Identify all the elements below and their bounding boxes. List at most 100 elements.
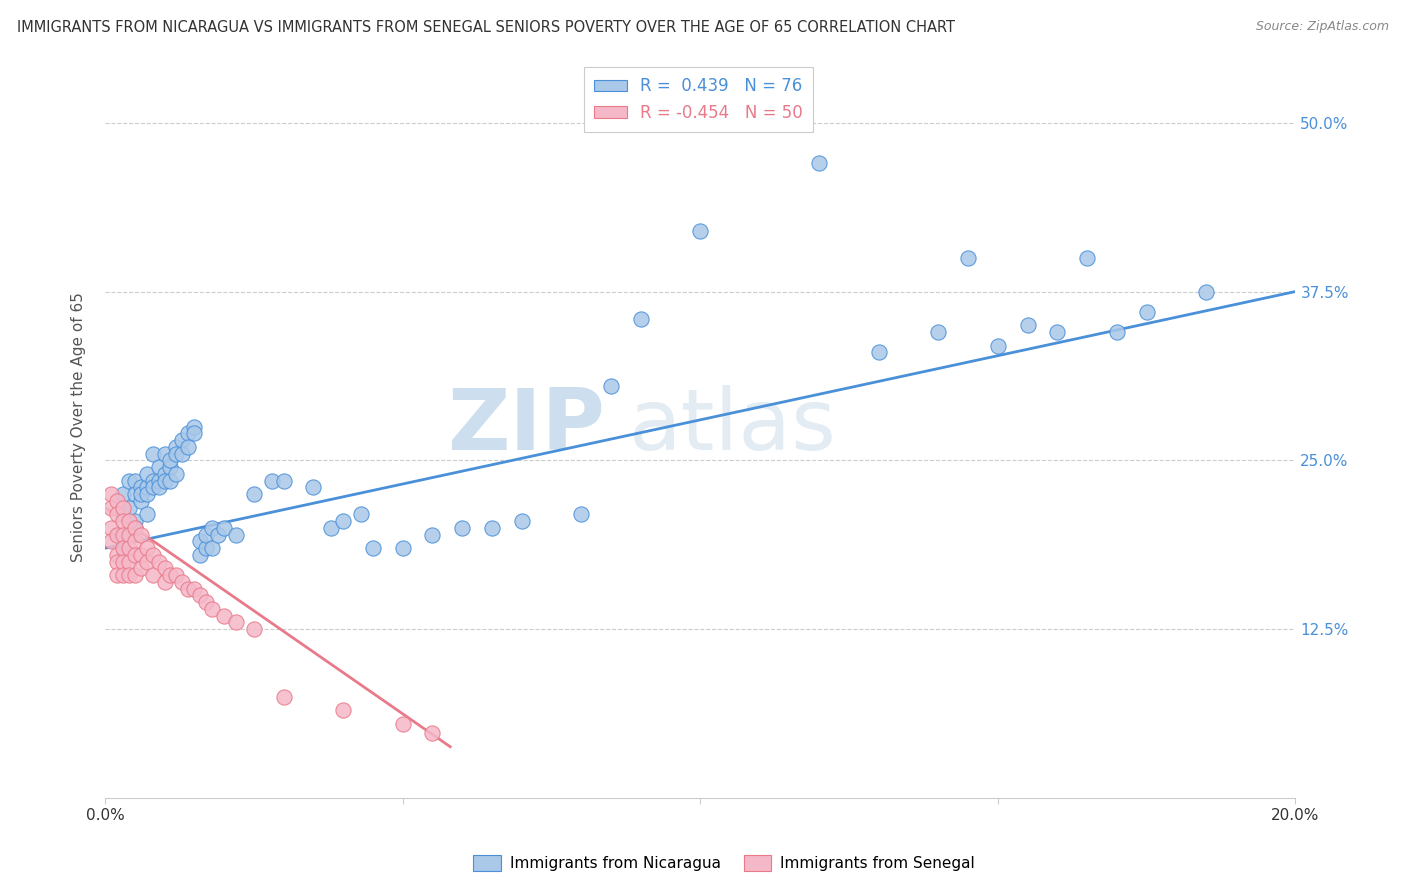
Point	[100, 500, 122, 515]
Point	[1195, 285, 1218, 299]
Point	[1105, 325, 1128, 339]
Point	[142, 568, 165, 582]
Point	[118, 555, 141, 569]
Point	[225, 615, 247, 630]
Point	[177, 582, 200, 596]
Point	[129, 480, 152, 494]
Point	[1076, 251, 1098, 265]
Point	[321, 521, 343, 535]
Point	[808, 156, 831, 170]
Point	[148, 460, 170, 475]
Point	[135, 467, 157, 481]
Point	[129, 548, 152, 562]
Point	[124, 487, 146, 501]
Point	[201, 541, 224, 556]
Point	[111, 508, 134, 522]
Point	[142, 480, 165, 494]
Point	[124, 521, 146, 535]
Point	[225, 527, 247, 541]
Point	[165, 447, 187, 461]
Legend: Immigrants from Nicaragua, Immigrants from Senegal: Immigrants from Nicaragua, Immigrants fr…	[467, 849, 981, 877]
Point	[135, 487, 157, 501]
Point	[273, 690, 295, 704]
Point	[118, 541, 141, 556]
Point	[630, 311, 652, 326]
Point	[183, 419, 205, 434]
Point	[111, 555, 134, 569]
Point	[212, 608, 235, 623]
Point	[188, 589, 211, 603]
Point	[689, 224, 711, 238]
Point	[100, 534, 122, 549]
Point	[111, 541, 134, 556]
Point	[105, 527, 128, 541]
Point	[105, 494, 128, 508]
Point	[510, 514, 533, 528]
Point	[987, 338, 1010, 352]
Point	[195, 595, 218, 609]
Point	[100, 521, 122, 535]
Point	[142, 474, 165, 488]
Point	[129, 487, 152, 501]
Point	[481, 521, 503, 535]
Point	[105, 555, 128, 569]
Point	[153, 561, 176, 575]
Point	[177, 440, 200, 454]
Point	[105, 508, 128, 522]
Point	[188, 534, 211, 549]
Point	[135, 480, 157, 494]
Point	[422, 527, 444, 541]
Point	[350, 508, 373, 522]
Point	[195, 541, 218, 556]
Point	[165, 568, 187, 582]
Point	[153, 467, 176, 481]
Point	[124, 568, 146, 582]
Point	[135, 555, 157, 569]
Point	[332, 703, 354, 717]
Point	[201, 521, 224, 535]
Point	[1046, 325, 1069, 339]
Point	[332, 514, 354, 528]
Point	[118, 500, 141, 515]
Point	[148, 480, 170, 494]
Point	[118, 527, 141, 541]
Y-axis label: Seniors Poverty Over the Age of 65: Seniors Poverty Over the Age of 65	[72, 292, 86, 562]
Point	[177, 426, 200, 441]
Point	[105, 568, 128, 582]
Point	[129, 561, 152, 575]
Point	[159, 460, 181, 475]
Point	[207, 527, 229, 541]
Point	[422, 726, 444, 740]
Point	[391, 716, 413, 731]
Point	[111, 568, 134, 582]
Point	[868, 345, 890, 359]
Point	[124, 521, 146, 535]
Point	[111, 541, 134, 556]
Point	[243, 622, 266, 636]
Point	[172, 447, 194, 461]
Point	[135, 508, 157, 522]
Point	[129, 494, 152, 508]
Point	[165, 440, 187, 454]
Point	[569, 508, 592, 522]
Point	[159, 453, 181, 467]
Point	[451, 521, 474, 535]
Point	[391, 541, 413, 556]
Point	[212, 521, 235, 535]
Point	[142, 548, 165, 562]
Point	[243, 487, 266, 501]
Point	[188, 548, 211, 562]
Point	[105, 527, 128, 541]
Point	[195, 527, 218, 541]
Point	[260, 474, 283, 488]
Point	[361, 541, 384, 556]
Text: IMMIGRANTS FROM NICARAGUA VS IMMIGRANTS FROM SENEGAL SENIORS POVERTY OVER THE AG: IMMIGRANTS FROM NICARAGUA VS IMMIGRANTS …	[17, 20, 955, 35]
Point	[124, 548, 146, 562]
Point	[129, 527, 152, 541]
Point	[111, 527, 134, 541]
Point	[201, 602, 224, 616]
Point	[124, 514, 146, 528]
Point	[111, 487, 134, 501]
Point	[927, 325, 949, 339]
Point	[105, 548, 128, 562]
